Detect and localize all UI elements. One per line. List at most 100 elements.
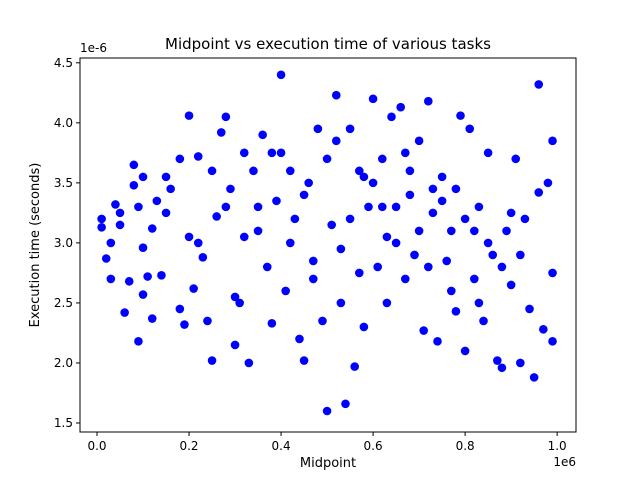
point [400, 148, 410, 158]
point [143, 272, 152, 281]
point [180, 320, 189, 329]
point [396, 102, 405, 112]
point [529, 373, 539, 382]
point [405, 190, 415, 200]
point [111, 200, 120, 209]
point [308, 274, 318, 284]
point [120, 308, 129, 317]
point [442, 256, 452, 266]
point [115, 220, 125, 230]
point [184, 111, 194, 120]
point [405, 166, 415, 176]
y-tick-label: 1.5 [54, 416, 73, 430]
point [447, 286, 456, 296]
point [479, 316, 488, 326]
point [239, 232, 249, 242]
point [511, 154, 521, 164]
point [147, 314, 157, 323]
point [534, 188, 544, 197]
point [203, 316, 212, 326]
point [216, 128, 226, 137]
point [304, 178, 313, 188]
point [350, 362, 359, 371]
point [516, 250, 525, 260]
point [221, 112, 231, 122]
point [502, 226, 511, 236]
point [488, 250, 498, 260]
point [506, 208, 516, 218]
point [391, 202, 401, 212]
point [157, 271, 166, 280]
point [419, 326, 429, 335]
point [354, 166, 364, 176]
point [539, 325, 548, 334]
point [152, 196, 162, 206]
point [391, 238, 401, 248]
point [437, 196, 447, 206]
x-tick-label: 1.0 [548, 439, 567, 453]
point [548, 136, 557, 146]
point [134, 337, 143, 346]
point [368, 178, 378, 188]
point [253, 226, 263, 236]
point [308, 256, 318, 266]
point [382, 298, 392, 308]
point [470, 274, 479, 284]
point [295, 334, 304, 344]
point [534, 80, 544, 89]
y-offset-label: 1e-6 [80, 41, 107, 55]
plot-area [97, 70, 557, 416]
point [299, 356, 309, 365]
point [115, 208, 125, 218]
point [258, 130, 267, 140]
point [354, 268, 364, 278]
axes-frame [79, 57, 577, 433]
point [456, 111, 465, 120]
point [175, 304, 185, 314]
point [267, 319, 277, 328]
point [336, 298, 346, 308]
point [345, 214, 355, 224]
point [161, 172, 171, 182]
point [235, 298, 244, 308]
point [249, 166, 258, 176]
point [460, 214, 470, 224]
point [101, 254, 111, 263]
point [184, 232, 194, 242]
chart-title: Midpoint vs execution time of various ta… [165, 35, 491, 53]
point [520, 214, 530, 224]
point [97, 222, 106, 232]
point [262, 262, 272, 272]
x-tick-label: 0.8 [456, 439, 475, 453]
point [437, 172, 447, 182]
point [424, 96, 433, 106]
point [345, 124, 355, 134]
point [138, 290, 148, 299]
point [368, 94, 378, 104]
point [267, 148, 277, 158]
point [226, 184, 235, 194]
point [285, 166, 295, 176]
point [428, 184, 438, 194]
point [193, 152, 203, 161]
point [451, 307, 461, 316]
y-tick-label: 3.5 [54, 176, 73, 190]
point [548, 268, 557, 278]
y-tick-label: 4.5 [54, 56, 73, 70]
point [497, 363, 507, 373]
point [447, 226, 456, 236]
x-offset-label: 1e6 [553, 455, 576, 469]
point [230, 292, 240, 302]
point [331, 90, 341, 100]
point [400, 274, 410, 284]
point [460, 346, 470, 356]
point [548, 337, 557, 346]
point [193, 238, 203, 248]
y-axis-label: Execution time (seconds) [28, 163, 43, 328]
point [424, 262, 433, 272]
point [97, 214, 106, 224]
point [516, 358, 525, 368]
point [198, 253, 208, 262]
